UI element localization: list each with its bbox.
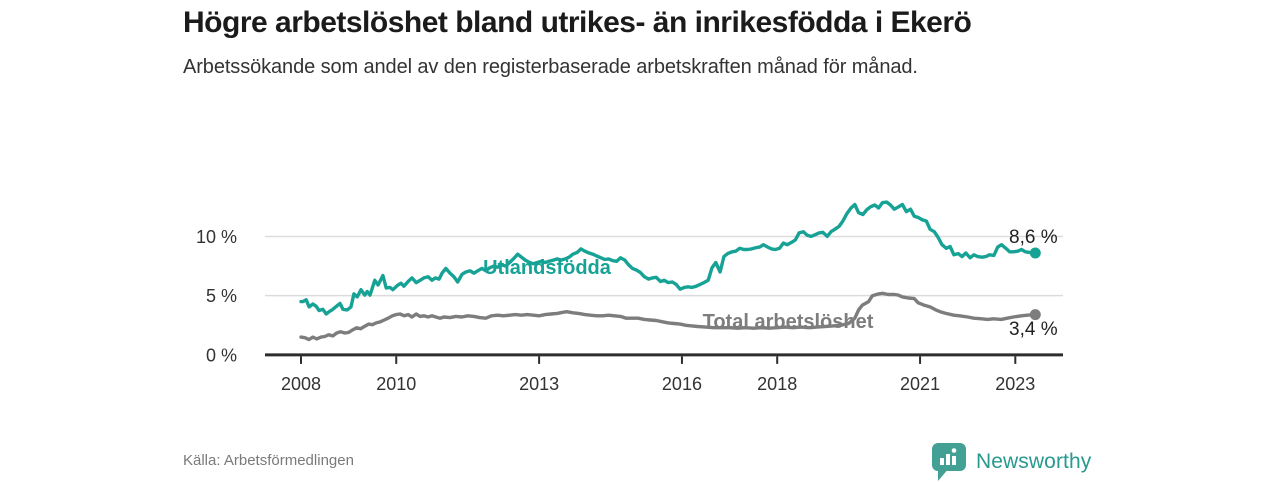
x-tick-label: 2010 [376, 374, 416, 394]
series-label-total: Total arbetslöshet [703, 311, 874, 333]
data-series [299, 200, 1041, 342]
x-axis: 2008 2010 2013 2016 2018 2021 2023 [265, 353, 1063, 394]
x-tick-label: 2016 [662, 374, 702, 394]
series-line-total [299, 291, 1038, 342]
chart-labels: Utlandsfödda Total arbetslöshet 8,6 % 3,4 % [483, 227, 1058, 340]
x-tick-label: 2021 [900, 374, 940, 394]
y-tick-label: 5 % [206, 286, 237, 306]
source-note: Källa: Arbetsförmedlingen [183, 452, 354, 469]
chart-subtitle: Arbetssökande som andel av den registerb… [183, 56, 918, 78]
series-end-dot-utlandsfodda [1029, 247, 1041, 259]
brand-wordmark: Newsworthy [976, 450, 1092, 473]
x-tick-label: 2018 [757, 374, 797, 394]
series-label-utlandsfodda: Utlandsfödda [483, 257, 612, 279]
newsworthy-icon [932, 443, 966, 481]
end-value-label-utlandsfodda: 8,6 % [1009, 227, 1058, 248]
x-tick-label: 2023 [995, 374, 1035, 394]
series-end-dot-total [1029, 309, 1041, 321]
series-line-utlandsfodda [299, 200, 1038, 316]
chart-title: Högre arbetslöshet bland utrikes- än inr… [183, 6, 972, 39]
gridlines: 0 % 5 % 10 % [196, 227, 1063, 365]
y-tick-label: 0 % [206, 345, 237, 365]
y-tick-label: 10 % [196, 227, 237, 247]
chart-header: Högre arbetslöshet bland utrikes- än inr… [183, 4, 972, 81]
brand-logo: Newsworthy [931, 442, 1091, 482]
x-tick-label: 2013 [519, 374, 559, 394]
x-tick-label: 2008 [281, 374, 321, 394]
end-value-label-total: 3,4 % [1009, 319, 1058, 340]
